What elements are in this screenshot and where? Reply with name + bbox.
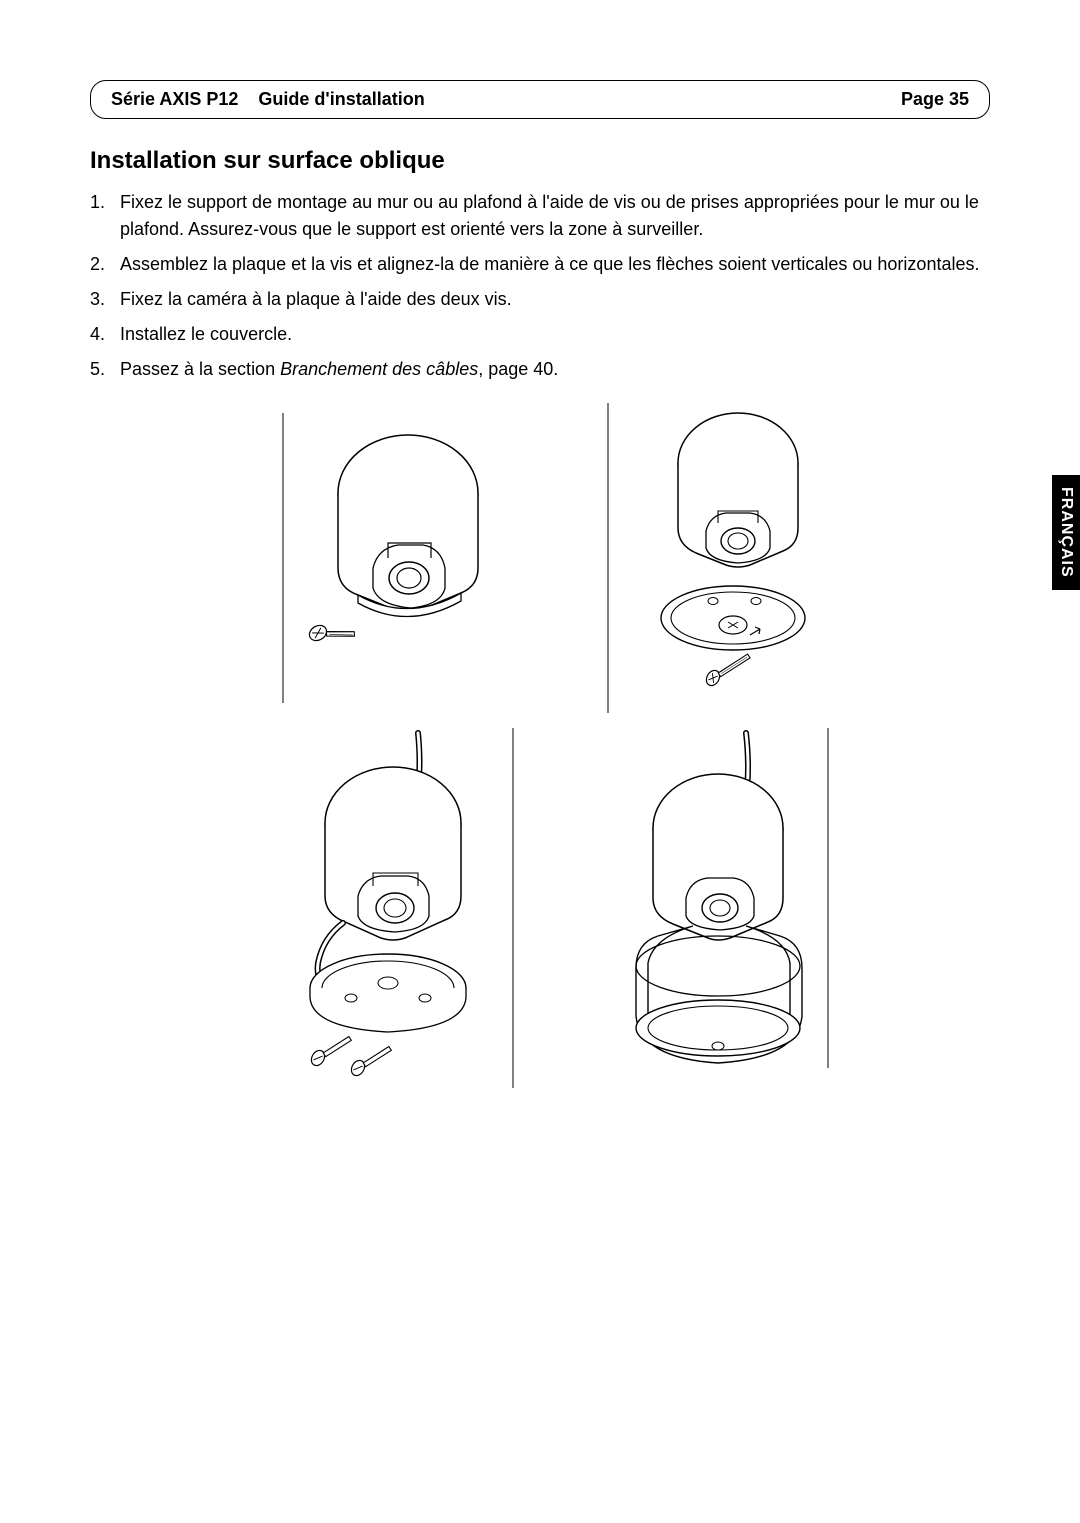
step-number: 1. xyxy=(90,189,120,243)
step-4: 4. Installez le couvercle. xyxy=(90,321,990,348)
step-text-italic: Branchement des câbles xyxy=(280,359,478,379)
step-number: 5. xyxy=(90,356,120,383)
step-text: Fixez le support de montage au mur ou au… xyxy=(120,189,990,243)
step-text-suffix: , page 40. xyxy=(478,359,558,379)
page-number: Page 35 xyxy=(901,89,969,110)
series-label: Série AXIS P12 xyxy=(111,89,238,109)
step-5: 5. Passez à la section Branchement des c… xyxy=(90,356,990,383)
diagram-camera-cable-screws xyxy=(210,728,535,1088)
header-bar: Série AXIS P12 Guide d'installation Page… xyxy=(90,80,990,119)
step-text-prefix: Passez à la section xyxy=(120,359,280,379)
guide-label: Guide d'installation xyxy=(258,89,424,109)
step-text: Installez le couvercle. xyxy=(120,321,990,348)
diagram-camera-plate xyxy=(545,403,870,713)
step-text: Fixez la caméra à la plaque à l'aide des… xyxy=(120,286,990,313)
diagram-grid xyxy=(210,403,870,1088)
diagram-assembled xyxy=(545,728,870,1088)
step-number: 2. xyxy=(90,251,120,278)
header-left: Série AXIS P12 Guide d'installation xyxy=(111,89,425,110)
instruction-list: 1. Fixez le support de montage au mur ou… xyxy=(90,189,990,383)
diagram-camera-lens xyxy=(210,403,535,713)
step-text: Assemblez la plaque et la vis et alignez… xyxy=(120,251,990,278)
step-1: 1. Fixez le support de montage au mur ou… xyxy=(90,189,990,243)
step-number: 3. xyxy=(90,286,120,313)
step-2: 2. Assemblez la plaque et la vis et alig… xyxy=(90,251,990,278)
language-tab: FRANÇAIS xyxy=(1052,475,1080,590)
section-title: Installation sur surface oblique xyxy=(90,147,990,175)
step-text: Passez à la section Branchement des câbl… xyxy=(120,356,990,383)
step-3: 3. Fixez la caméra à la plaque à l'aide … xyxy=(90,286,990,313)
step-number: 4. xyxy=(90,321,120,348)
